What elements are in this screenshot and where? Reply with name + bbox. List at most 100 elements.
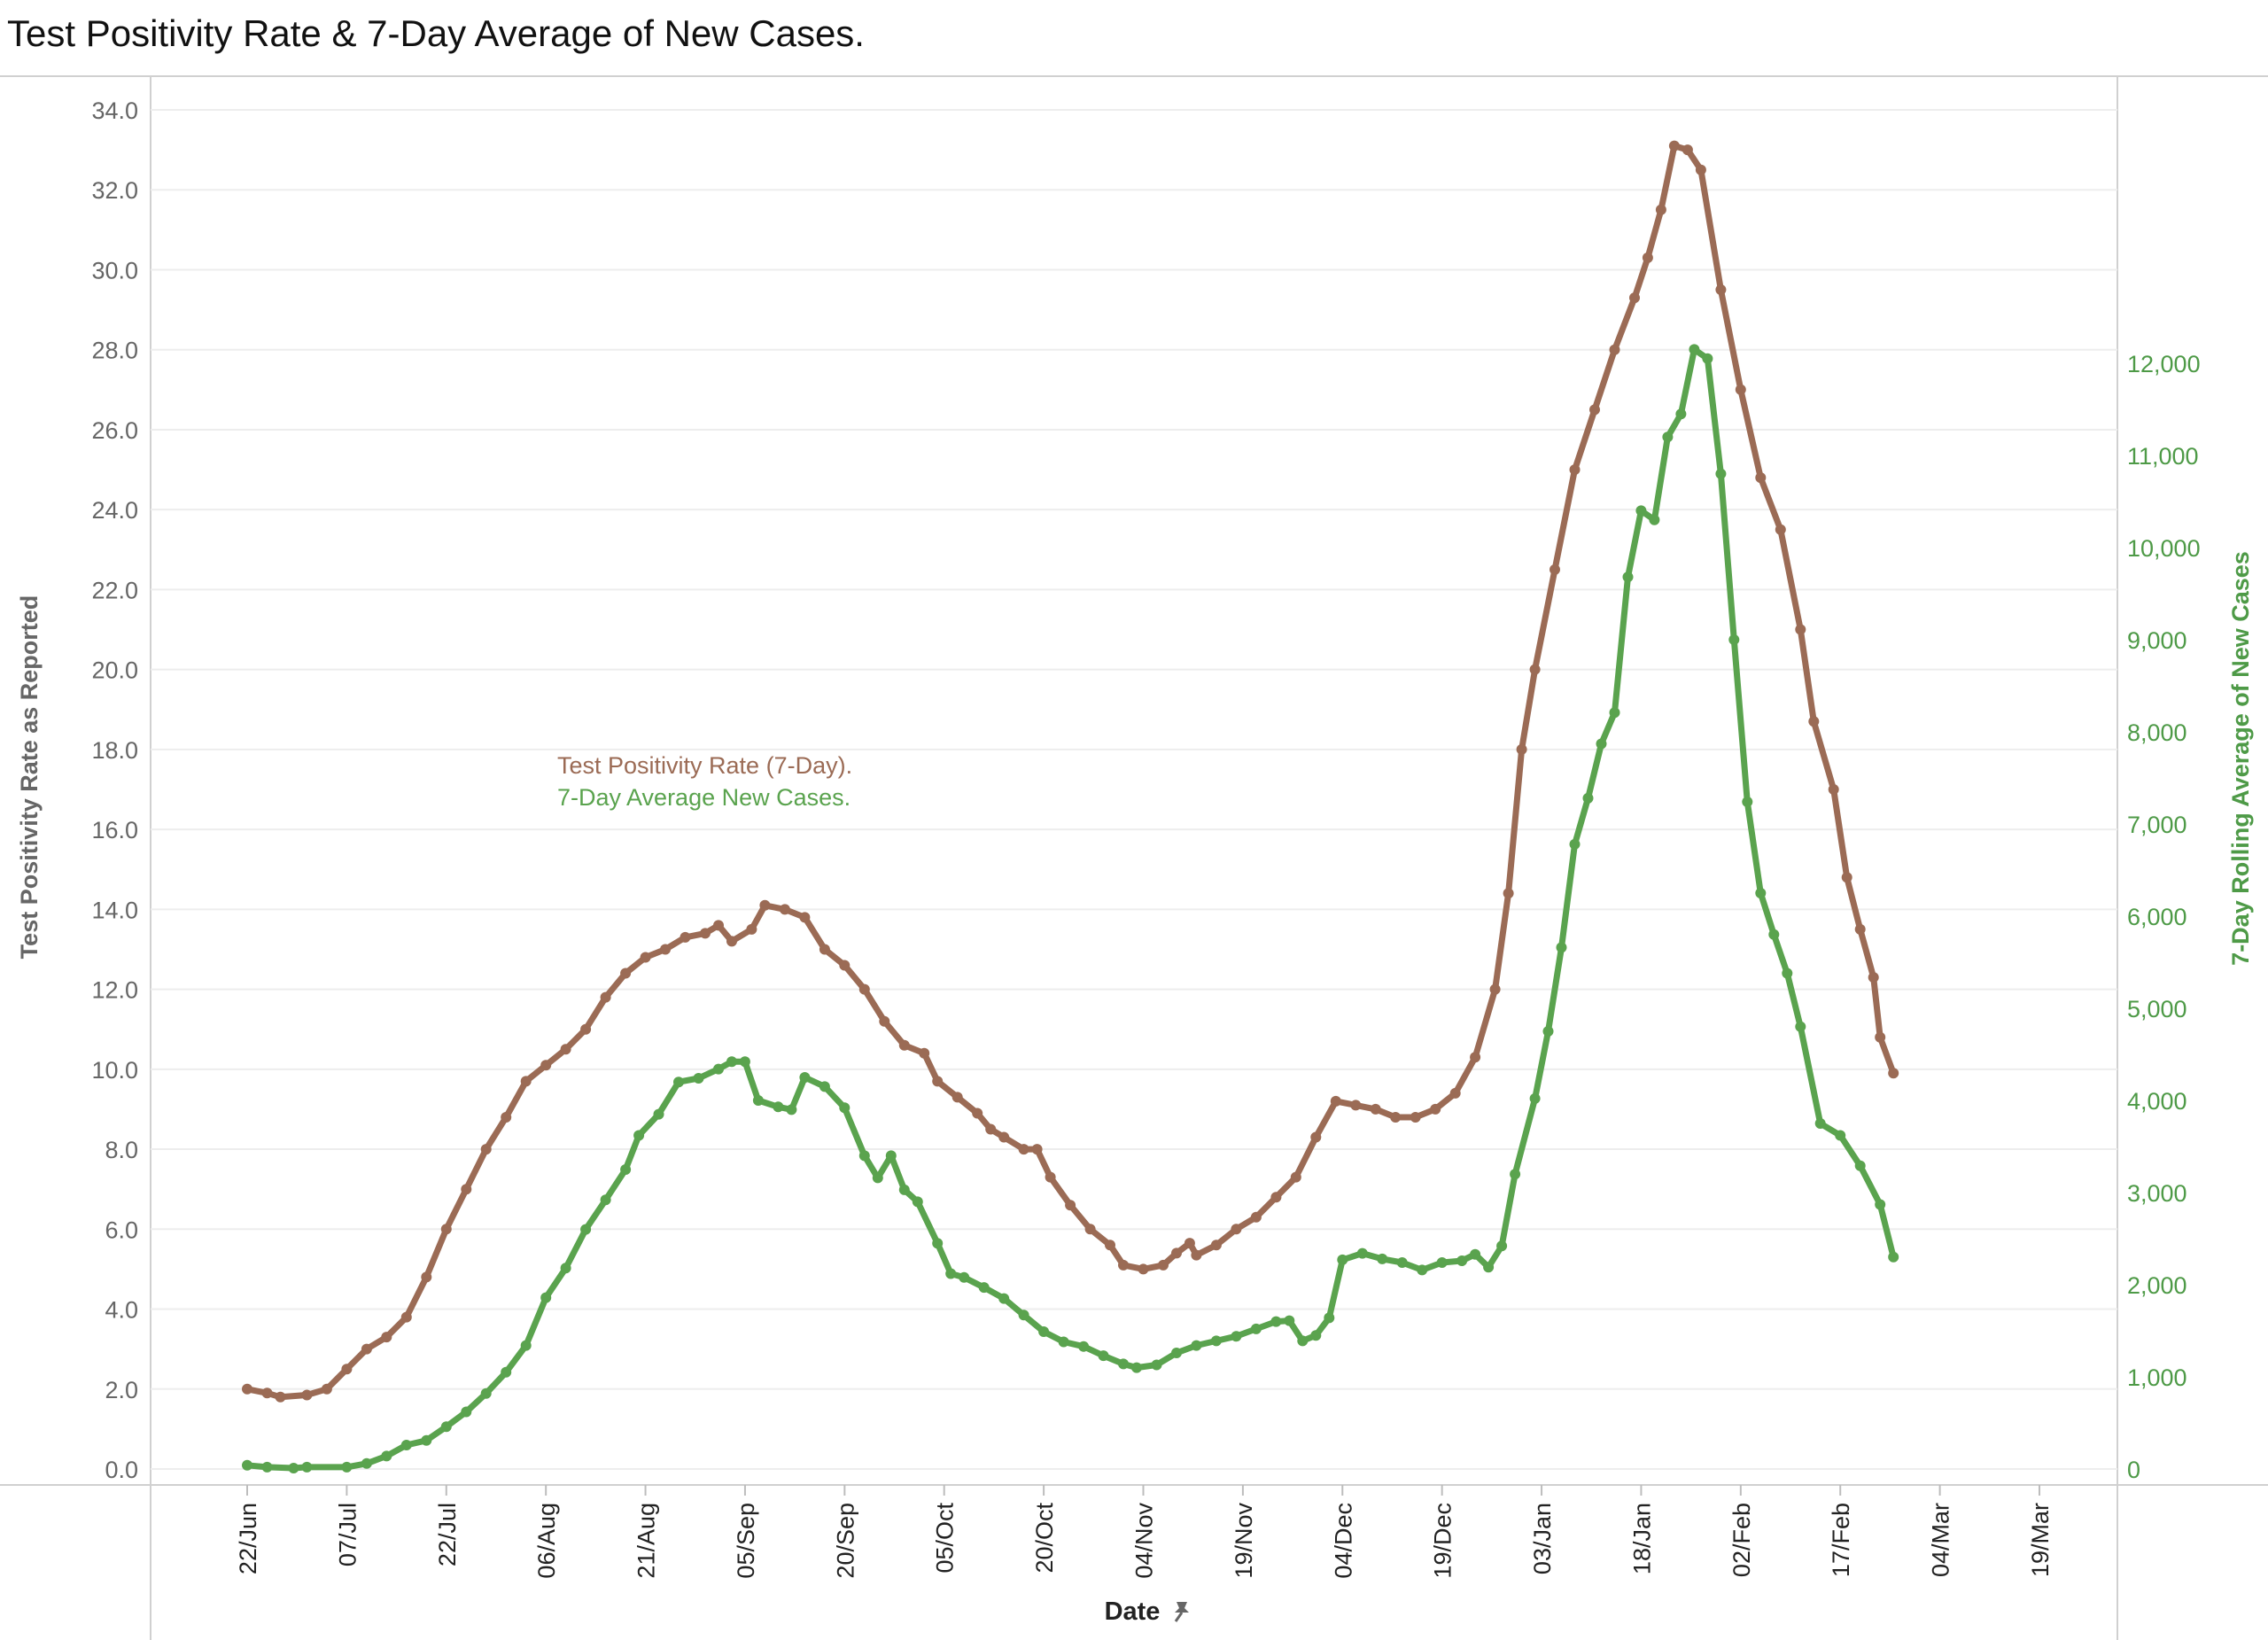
data-point[interactable] xyxy=(1835,1130,1846,1141)
data-point[interactable] xyxy=(1589,404,1600,416)
data-point[interactable] xyxy=(1483,1262,1495,1273)
data-point[interactable] xyxy=(480,1387,492,1399)
data-point[interactable] xyxy=(1868,972,1879,983)
data-point[interactable] xyxy=(1682,144,1693,156)
data-point[interactable] xyxy=(726,936,737,947)
data-point[interactable] xyxy=(1629,292,1640,304)
data-point[interactable] xyxy=(1210,1335,1222,1347)
data-point[interactable] xyxy=(1324,1312,1335,1324)
data-point[interactable] xyxy=(1370,1103,1381,1115)
data-point[interactable] xyxy=(1138,1263,1149,1275)
data-point[interactable] xyxy=(1795,1021,1806,1032)
data-point[interactable] xyxy=(959,1271,970,1283)
data-point[interactable] xyxy=(1496,1240,1508,1252)
data-point[interactable] xyxy=(1390,1112,1402,1123)
data-point[interactable] xyxy=(680,931,691,943)
data-point[interactable] xyxy=(998,1293,1010,1304)
data-point[interactable] xyxy=(381,1450,392,1462)
data-point[interactable] xyxy=(879,1015,890,1027)
data-point[interactable] xyxy=(1018,1310,1029,1321)
data-point[interactable] xyxy=(1118,1259,1129,1271)
data-point[interactable] xyxy=(1310,1131,1322,1143)
data-point[interactable] xyxy=(898,1184,910,1195)
data-point[interactable] xyxy=(1516,743,1527,755)
data-point[interactable] xyxy=(885,1150,897,1162)
data-point[interactable] xyxy=(1635,505,1647,517)
data-point[interactable] xyxy=(1158,1259,1169,1271)
data-point[interactable] xyxy=(1742,797,1753,807)
data-point[interactable] xyxy=(1105,1240,1115,1251)
data-point[interactable] xyxy=(361,1457,372,1469)
data-point[interactable] xyxy=(858,1150,870,1162)
data-point[interactable] xyxy=(261,1461,273,1473)
data-point[interactable] xyxy=(1569,838,1581,850)
data-point[interactable] xyxy=(978,1282,990,1294)
data-point[interactable] xyxy=(1377,1253,1388,1264)
data-point[interactable] xyxy=(673,1076,684,1088)
data-point[interactable] xyxy=(1808,716,1820,727)
data-point[interactable] xyxy=(1191,1340,1202,1351)
pin-icon[interactable] xyxy=(1174,1602,1189,1622)
data-point[interactable] xyxy=(580,1023,592,1035)
data-point[interactable] xyxy=(633,1130,645,1141)
data-point[interactable] xyxy=(799,1072,811,1083)
data-point[interactable] xyxy=(1065,1200,1076,1211)
data-point[interactable] xyxy=(540,1292,552,1303)
data-point[interactable] xyxy=(1768,929,1780,940)
data-point[interactable] xyxy=(1649,514,1660,525)
data-point[interactable] xyxy=(400,1311,412,1323)
data-point[interactable] xyxy=(275,1391,286,1403)
data-point[interactable] xyxy=(739,1056,750,1068)
data-point[interactable] xyxy=(726,1056,737,1068)
data-point[interactable] xyxy=(1875,1031,1886,1043)
data-point[interactable] xyxy=(1045,1171,1056,1183)
data-point[interactable] xyxy=(1171,1348,1182,1358)
data-point[interactable] xyxy=(1118,1358,1129,1370)
data-point[interactable] xyxy=(912,1196,923,1208)
data-point[interactable] xyxy=(1782,968,1793,979)
data-point[interactable] xyxy=(660,944,671,955)
data-point[interactable] xyxy=(242,1459,252,1471)
data-point[interactable] xyxy=(301,1389,313,1401)
data-point[interactable] xyxy=(872,1172,883,1184)
data-point[interactable] xyxy=(779,904,790,915)
data-point[interactable] xyxy=(540,1060,552,1071)
data-point[interactable] xyxy=(1270,1316,1282,1327)
data-point[interactable] xyxy=(819,944,830,955)
data-point[interactable] xyxy=(501,1366,512,1378)
data-point[interactable] xyxy=(1018,1144,1029,1155)
data-point[interactable] xyxy=(1171,1247,1182,1259)
data-point[interactable] xyxy=(580,1224,592,1235)
data-point[interactable] xyxy=(1489,983,1501,995)
data-point[interactable] xyxy=(898,1039,910,1051)
data-point[interactable] xyxy=(1695,164,1706,175)
data-point[interactable] xyxy=(1814,1118,1826,1129)
data-point[interactable] xyxy=(1795,624,1806,635)
data-point[interactable] xyxy=(1828,784,1839,795)
data-point[interactable] xyxy=(786,1104,797,1115)
data-point[interactable] xyxy=(1668,140,1680,152)
data-point[interactable] xyxy=(700,928,711,939)
data-point[interactable] xyxy=(1582,792,1594,804)
data-point[interactable] xyxy=(752,1095,764,1106)
data-point[interactable] xyxy=(1210,1240,1222,1251)
data-point[interactable] xyxy=(1854,923,1866,935)
data-point[interactable] xyxy=(1350,1100,1362,1111)
data-point[interactable] xyxy=(1715,468,1727,479)
data-point[interactable] xyxy=(858,983,870,995)
data-point[interactable] xyxy=(1098,1350,1109,1362)
data-point[interactable] xyxy=(1410,1112,1421,1123)
data-point[interactable] xyxy=(480,1144,492,1155)
data-point[interactable] xyxy=(1542,1026,1554,1037)
data-point[interactable] xyxy=(1854,1160,1866,1171)
data-point[interactable] xyxy=(1529,664,1541,675)
data-point[interactable] xyxy=(839,1102,850,1114)
data-point[interactable] xyxy=(1084,1224,1096,1235)
data-point[interactable] xyxy=(746,923,757,935)
data-point[interactable] xyxy=(1675,408,1687,420)
data-point[interactable] xyxy=(242,1383,252,1395)
data-point[interactable] xyxy=(600,1194,611,1206)
data-point[interactable] xyxy=(1058,1336,1069,1348)
data-point[interactable] xyxy=(341,1461,353,1473)
data-point[interactable] xyxy=(1191,1249,1202,1261)
